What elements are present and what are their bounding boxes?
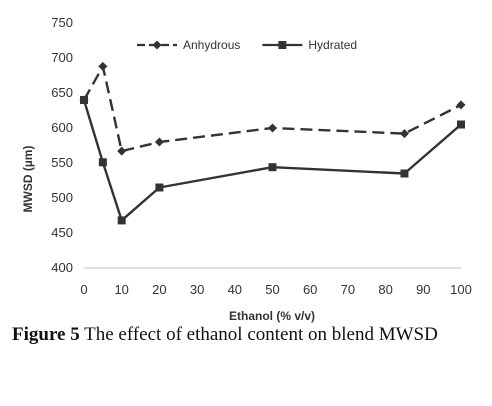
data-point-diamond: [117, 146, 127, 156]
figure-label: Figure 5: [12, 324, 80, 345]
x-tick-label: 30: [190, 282, 204, 297]
data-point-square: [457, 120, 465, 129]
data-point-diamond: [154, 137, 164, 147]
y-axis-ticks: 400 450 500 550 600 650 700 750: [51, 15, 73, 275]
series-line: [82, 99, 462, 222]
data-point-diamond: [98, 61, 108, 71]
x-tick-label: 80: [378, 282, 392, 297]
y-tick-label: 400: [51, 260, 73, 275]
y-axis-title: MWSD (µm): [21, 146, 35, 213]
legend-item: Hydrated: [262, 38, 357, 52]
series-anhydrous: [79, 61, 466, 156]
figure-caption-text: The effect of ethanol content on blend M…: [79, 324, 438, 345]
y-tick-label: 650: [51, 85, 73, 100]
x-tick-label: 40: [228, 282, 242, 297]
data-point-diamond: [456, 100, 466, 110]
series-layer: [79, 61, 466, 225]
data-point-square: [400, 169, 409, 178]
x-tick-label: 10: [114, 282, 128, 297]
legend-label: Hydrated: [308, 38, 357, 52]
y-tick-label: 750: [51, 15, 73, 30]
data-point-square: [80, 96, 88, 104]
x-tick-label: 60: [303, 282, 317, 297]
x-tick-label: 70: [341, 282, 355, 297]
data-point-diamond: [399, 129, 409, 139]
legend-label: Anhydrous: [183, 38, 240, 52]
x-tick-label: 90: [416, 282, 430, 297]
x-tick-label: 0: [80, 282, 87, 297]
y-tick-label: 700: [51, 50, 73, 65]
x-axis-ticks: 0 10 20 30 40 50 60 70 80 90 100: [80, 282, 471, 297]
legend: Anhydrous Hydrated: [137, 38, 357, 52]
x-axis-title: Ethanol (% v/v): [229, 309, 315, 323]
data-point-square: [278, 41, 287, 49]
data-point-diamond: [152, 40, 162, 50]
y-tick-label: 450: [51, 225, 73, 240]
y-tick-label: 500: [51, 190, 73, 205]
chart: 400 450 500 550 600 650 700 750 0 10 20 30 40 50 60 70…: [21, 15, 472, 323]
series-line: [82, 65, 462, 153]
data-point-square: [117, 216, 126, 225]
series-hydrated: [80, 96, 465, 225]
x-tick-label: 50: [265, 282, 279, 297]
y-tick-label: 600: [51, 120, 73, 135]
figure-caption: Figure 5 The effect of ethanol content o…: [12, 322, 482, 347]
y-tick-label: 550: [51, 155, 73, 170]
x-tick-label: 100: [450, 282, 472, 297]
x-tick-label: 20: [152, 282, 166, 297]
legend-item: Anhydrous: [137, 38, 240, 52]
data-point-square: [268, 163, 277, 172]
data-point-diamond: [268, 123, 277, 133]
data-point-square: [98, 158, 107, 167]
data-point-square: [155, 183, 164, 192]
